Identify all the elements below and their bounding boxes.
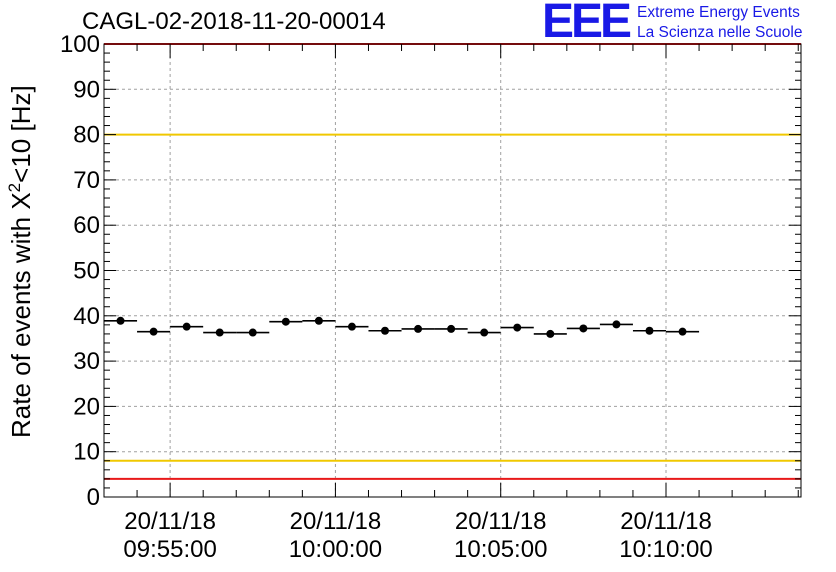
- data-point: [612, 320, 621, 329]
- y-axis-label-tail: <10 [Hz]: [6, 85, 36, 183]
- data-point: [579, 324, 588, 333]
- logo-subtitle-line1: Extreme Energy Events: [637, 4, 800, 21]
- data-point: [645, 326, 654, 335]
- x-tick-time-label: 09:55:00: [123, 536, 216, 563]
- y-tick-label: 20: [73, 393, 100, 420]
- tick-labels: 010203040506070809010020/11/1809:55:0020…: [60, 31, 713, 563]
- y-tick-label: 70: [73, 167, 100, 194]
- y-tick-label: 40: [73, 303, 100, 330]
- x-tick-time-label: 10:05:00: [454, 536, 547, 563]
- y-axis-label-main: Rate of events with X: [6, 192, 36, 438]
- x-tick-date-label: 20/11/18: [620, 508, 712, 535]
- data-point: [513, 323, 522, 332]
- data-point: [314, 316, 323, 325]
- y-tick-label: 30: [73, 348, 100, 375]
- data-point: [149, 327, 158, 336]
- y-tick-label: 90: [73, 76, 100, 103]
- x-tick-date-label: 20/11/18: [290, 508, 382, 535]
- eee-logo-mark: EEE: [542, 0, 632, 48]
- data-points: [104, 316, 700, 338]
- y-tick-label: 100: [60, 31, 100, 58]
- data-point: [281, 317, 290, 326]
- data-point: [182, 322, 191, 331]
- y-tick-label: 80: [73, 122, 100, 149]
- x-tick-time-label: 10:00:00: [289, 536, 382, 563]
- y-axis-label: Rate of events with X2<10 [Hz]: [5, 85, 36, 438]
- chart-title: CAGL-02-2018-11-20-00014: [82, 8, 386, 35]
- y-tick-label: 0: [87, 484, 100, 511]
- y-tick-label: 50: [73, 258, 100, 285]
- x-tick-date-label: 20/11/18: [455, 508, 547, 535]
- y-tick-label: 60: [73, 212, 100, 239]
- y-tick-label: 10: [73, 439, 100, 466]
- reference-lines: [104, 43, 801, 480]
- axis-ticks: [103, 43, 801, 498]
- data-point: [546, 329, 555, 338]
- data-point: [678, 327, 687, 336]
- data-point: [116, 316, 125, 325]
- data-point: [347, 322, 356, 331]
- data-point: [447, 324, 456, 333]
- x-tick-date-label: 20/11/18: [124, 508, 216, 535]
- grid-lines: [104, 44, 801, 497]
- logo-subtitle-line2: La Scienza nelle Scuole: [637, 24, 803, 41]
- data-point: [248, 328, 257, 337]
- eee-logo: EEE Extreme Energy Events La Scienza nel…: [542, 0, 832, 48]
- data-point: [381, 326, 390, 335]
- data-point: [480, 328, 489, 337]
- x-tick-time-label: 10:10:00: [619, 536, 712, 563]
- data-point: [414, 324, 423, 333]
- y-axis-label-superscript: 2: [5, 183, 24, 192]
- data-point: [215, 328, 224, 337]
